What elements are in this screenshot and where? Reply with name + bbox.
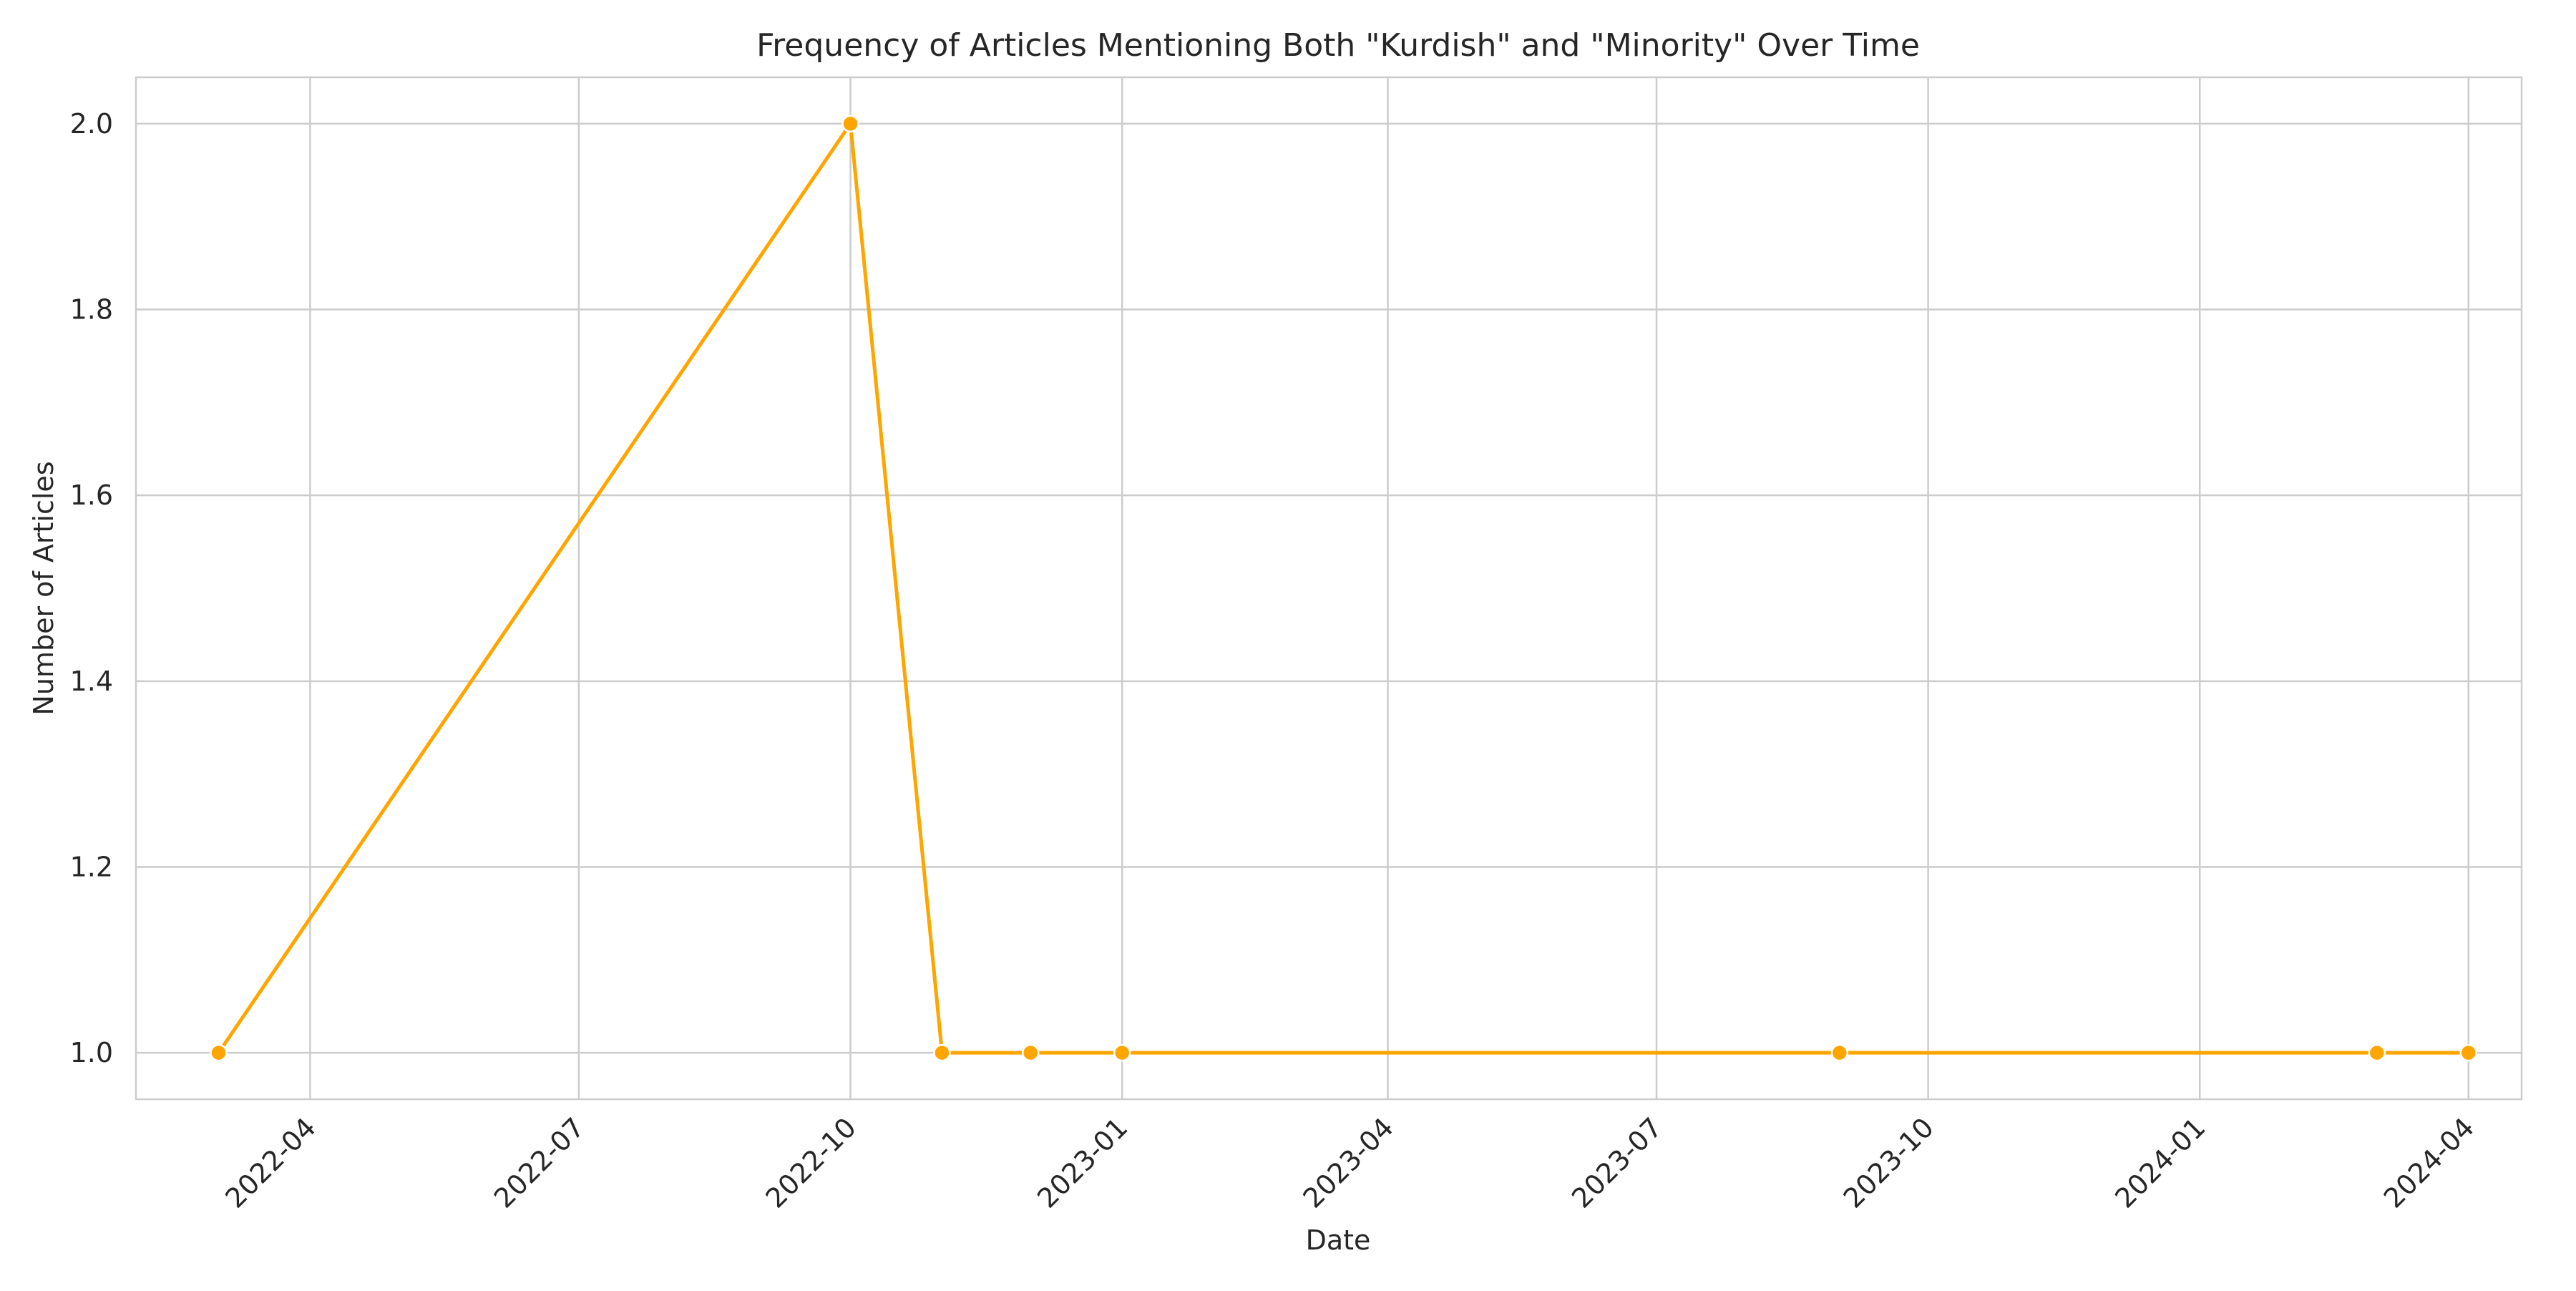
grid-layer: [136, 77, 2522, 1099]
y-tick-label: 1.4: [70, 666, 113, 697]
y-tick-label: 1.0: [70, 1037, 113, 1068]
y-tick-label: 1.6: [70, 479, 113, 511]
data-point: [210, 1043, 228, 1062]
plot-frame: [135, 76, 2523, 1101]
chart-title: Frequency of Articles Mentioning Both "K…: [756, 27, 1920, 64]
y-tick-label: 1.2: [70, 851, 113, 882]
series-line: [217, 122, 2469, 1055]
y-tick-label: 1.8: [70, 294, 113, 326]
series-layer: [210, 115, 2477, 1062]
data-point: [2368, 1043, 2386, 1062]
data-point: [2459, 1043, 2477, 1062]
data-point: [1113, 1043, 1131, 1062]
y-axis-label: Number of Articles: [28, 461, 59, 715]
x-axis-label: Date: [1306, 1224, 1371, 1256]
data-point: [1830, 1043, 1849, 1062]
data-point: [841, 115, 859, 133]
data-point: [933, 1043, 951, 1062]
data-point: [1022, 1043, 1040, 1062]
y-tick-label: 2.0: [70, 108, 113, 140]
